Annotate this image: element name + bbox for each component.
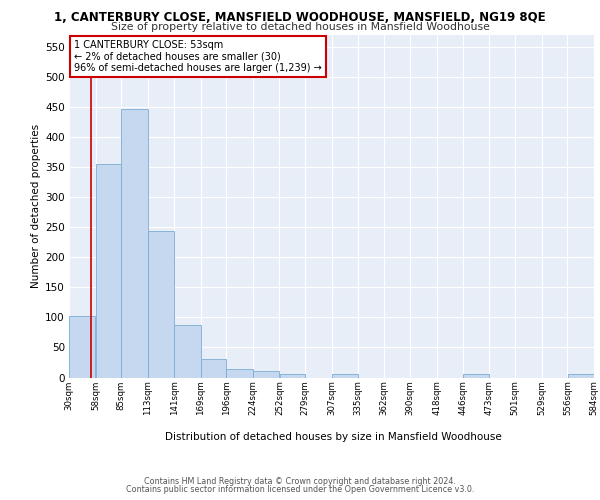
- Bar: [201, 360, 226, 378]
- Bar: [148, 232, 174, 378]
- Bar: [69, 316, 95, 378]
- Bar: [332, 374, 358, 378]
- Text: Distribution of detached houses by size in Mansfield Woodhouse: Distribution of detached houses by size …: [164, 432, 502, 442]
- Bar: [280, 374, 305, 378]
- Bar: [568, 374, 594, 378]
- Text: Contains HM Land Registry data © Crown copyright and database right 2024.: Contains HM Land Registry data © Crown c…: [144, 477, 456, 486]
- Bar: [121, 109, 148, 378]
- Text: Contains public sector information licensed under the Open Government Licence v3: Contains public sector information licen…: [126, 484, 474, 494]
- Bar: [175, 324, 200, 378]
- Y-axis label: Number of detached properties: Number of detached properties: [31, 124, 41, 288]
- Text: Size of property relative to detached houses in Mansfield Woodhouse: Size of property relative to detached ho…: [110, 22, 490, 32]
- Text: 1, CANTERBURY CLOSE, MANSFIELD WOODHOUSE, MANSFIELD, NG19 8QE: 1, CANTERBURY CLOSE, MANSFIELD WOODHOUSE…: [54, 11, 546, 24]
- Text: 1 CANTERBURY CLOSE: 53sqm
← 2% of detached houses are smaller (30)
96% of semi-d: 1 CANTERBURY CLOSE: 53sqm ← 2% of detach…: [74, 40, 322, 74]
- Bar: [463, 374, 488, 378]
- Bar: [226, 369, 253, 378]
- Bar: [253, 372, 279, 378]
- Bar: [95, 164, 121, 378]
